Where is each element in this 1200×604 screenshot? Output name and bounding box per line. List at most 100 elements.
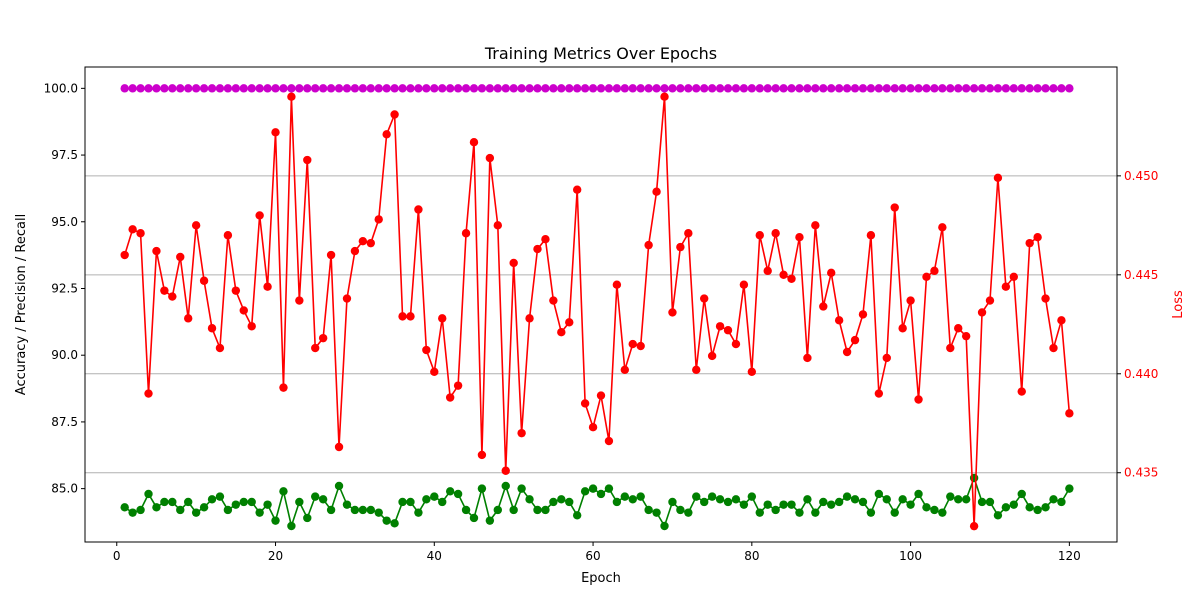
data-point (1001, 84, 1011, 93)
data-point (1065, 84, 1074, 93)
data-point (676, 84, 685, 93)
data-point (580, 399, 590, 408)
data-point (612, 280, 622, 289)
y-tick-label: 97.5 (51, 148, 78, 162)
loss-tick-label: 0.440 (1124, 367, 1158, 381)
data-point (279, 383, 288, 392)
data-point (374, 215, 383, 224)
data-point (517, 428, 526, 438)
data-point (453, 84, 463, 93)
data-point (930, 505, 939, 515)
data-point (692, 84, 701, 93)
data-point (557, 84, 566, 93)
data-point (279, 84, 288, 93)
x-tick-label: 100 (899, 549, 922, 563)
data-point (795, 84, 804, 93)
data-point (128, 225, 137, 234)
loss-tick-label: 0.435 (1124, 466, 1158, 480)
data-point (779, 500, 788, 509)
data-point (136, 505, 145, 515)
data-point (1049, 343, 1058, 353)
data-point (168, 497, 177, 507)
data-point (541, 234, 550, 244)
data-point (223, 505, 233, 515)
data-point (461, 84, 471, 93)
data-point (215, 492, 225, 501)
data-point (946, 84, 955, 93)
data-point (398, 312, 407, 321)
data-point (271, 128, 280, 137)
data-point (144, 389, 153, 398)
data-point (668, 308, 677, 317)
data-point (438, 497, 447, 507)
data-point (803, 353, 812, 363)
data-point (858, 310, 868, 319)
data-point (755, 231, 764, 240)
data-point (834, 84, 844, 93)
data-point (517, 484, 526, 493)
data-point (771, 505, 780, 515)
data-point (715, 322, 725, 331)
data-point (128, 84, 137, 93)
data-point (946, 492, 955, 501)
data-point (406, 84, 415, 93)
x-tick-label: 40 (427, 549, 442, 563)
y-tick-label: 95.0 (51, 215, 78, 229)
data-point (255, 211, 264, 220)
data-point (342, 84, 352, 93)
data-point (374, 508, 383, 517)
data-point (930, 266, 939, 276)
data-point (279, 487, 288, 496)
data-point (152, 84, 161, 93)
data-point (517, 84, 526, 93)
data-point (890, 508, 899, 517)
data-point (414, 84, 423, 93)
data-point (509, 258, 518, 268)
data-point (715, 84, 725, 93)
data-point (176, 84, 185, 93)
data-point (922, 503, 931, 512)
data-point (199, 84, 209, 93)
data-point (334, 84, 344, 93)
x-axis-label: Epoch (581, 571, 621, 586)
data-point (604, 84, 614, 93)
data-point (723, 84, 733, 93)
data-point (977, 308, 987, 317)
data-point (184, 314, 193, 323)
data-point (874, 489, 884, 499)
data-point (779, 270, 788, 280)
data-point (263, 84, 272, 93)
data-point (207, 495, 217, 504)
data-point (350, 246, 360, 256)
data-point (168, 292, 177, 301)
data-point (565, 318, 574, 327)
data-point (898, 495, 907, 504)
data-point (120, 250, 129, 260)
data-point (779, 84, 788, 93)
data-point (215, 84, 225, 93)
data-point (406, 312, 415, 321)
data-point (350, 505, 360, 515)
data-point (946, 343, 955, 353)
series-layer (120, 84, 1074, 531)
data-point (160, 286, 169, 295)
magenta-series (120, 84, 1074, 93)
data-point (866, 84, 876, 93)
data-point (120, 84, 129, 93)
data-point (715, 495, 725, 504)
data-point (469, 138, 479, 147)
data-point (271, 84, 280, 93)
data-point (477, 450, 487, 460)
data-point (660, 92, 669, 101)
data-point (1049, 84, 1058, 93)
data-point (811, 221, 820, 230)
data-point (850, 495, 860, 504)
data-point (977, 497, 987, 507)
data-point (700, 497, 709, 507)
data-point (136, 229, 145, 238)
data-point (795, 233, 804, 242)
data-point (358, 236, 368, 246)
data-point (866, 508, 876, 517)
data-point (311, 84, 320, 93)
